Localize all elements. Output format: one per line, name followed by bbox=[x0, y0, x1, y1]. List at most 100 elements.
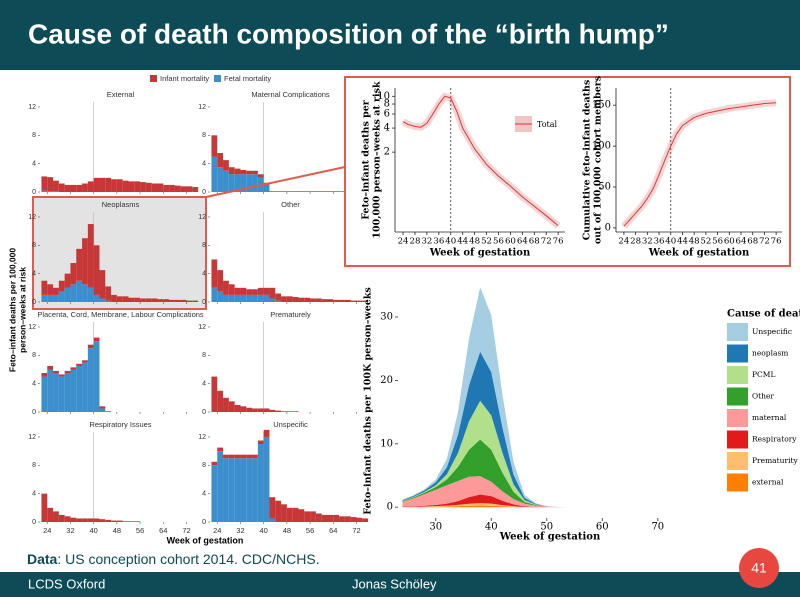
y-tick-label: 4 bbox=[202, 380, 206, 387]
x-tick-label: 30 bbox=[429, 522, 442, 533]
x-tick-label: 28 bbox=[630, 237, 641, 247]
bar-infant bbox=[275, 410, 282, 412]
bar-infant bbox=[327, 514, 334, 522]
page-badge bbox=[739, 548, 779, 588]
x-tick-label: 44 bbox=[677, 237, 688, 247]
bar-infant bbox=[58, 374, 65, 377]
legend-label: Infant mortality bbox=[160, 74, 209, 83]
bar-infant bbox=[70, 263, 77, 285]
bar-fetal bbox=[99, 298, 106, 302]
y-tick-label: 0 bbox=[32, 189, 36, 196]
bar-infant bbox=[169, 299, 175, 302]
x-tick-label: 24 bbox=[398, 237, 409, 247]
bar-infant bbox=[344, 299, 351, 302]
y-tick-label: 12 bbox=[28, 324, 36, 331]
bar-infant bbox=[128, 297, 135, 302]
bar-fetal bbox=[252, 458, 258, 522]
bar-fetal bbox=[257, 444, 264, 522]
bar-infant bbox=[275, 500, 282, 522]
x-axis-label: Week of gestation bbox=[648, 248, 750, 259]
x-tick-label: 40 bbox=[665, 237, 676, 247]
bar-infant bbox=[269, 287, 276, 299]
bar-infant bbox=[111, 179, 117, 192]
bar-fetal bbox=[263, 294, 270, 302]
bar-infant bbox=[217, 153, 224, 168]
bar-fetal bbox=[76, 280, 83, 302]
x-tick-label: 72 bbox=[352, 526, 360, 535]
bar-fetal bbox=[47, 191, 54, 192]
bar-fetal bbox=[263, 436, 270, 522]
y-tick-label: 4 bbox=[384, 123, 390, 134]
bar-infant bbox=[333, 191, 340, 192]
x-tick-label: 36 bbox=[654, 237, 665, 247]
bar-infant bbox=[105, 519, 112, 522]
bar-fetal bbox=[234, 174, 241, 192]
y-tick-label: 4 bbox=[32, 490, 36, 497]
bar-fetal bbox=[240, 174, 247, 192]
bar-fetal bbox=[99, 408, 106, 412]
bar-infant bbox=[151, 183, 158, 192]
bar-infant bbox=[87, 181, 94, 192]
bar-infant bbox=[292, 507, 299, 522]
line bbox=[623, 102, 777, 227]
bar-infant bbox=[356, 300, 363, 302]
bar-fetal bbox=[70, 369, 77, 412]
inset-box bbox=[344, 76, 791, 267]
bar-infant bbox=[116, 296, 123, 302]
x-tick-label: 68 bbox=[529, 237, 540, 247]
bar-infant bbox=[93, 337, 100, 342]
bar-infant bbox=[344, 516, 351, 522]
bar-fetal bbox=[269, 298, 276, 302]
bar-fetal bbox=[82, 362, 88, 412]
bar-infant bbox=[246, 407, 253, 412]
x-tick-label: 56 bbox=[136, 526, 144, 535]
bar-infant bbox=[292, 191, 299, 192]
bar-fetal bbox=[47, 294, 54, 302]
bar-infant bbox=[281, 191, 287, 192]
bar-infant bbox=[269, 191, 276, 192]
y-tick-label: 0 bbox=[32, 519, 36, 526]
bar-infant bbox=[275, 191, 282, 192]
bar-infant bbox=[286, 191, 293, 192]
x-tick-label: 60 bbox=[596, 522, 609, 533]
bar-infant bbox=[310, 191, 316, 192]
bar-infant bbox=[257, 408, 264, 412]
x-tick-label: 24 bbox=[213, 526, 221, 535]
bar-infant bbox=[47, 365, 54, 370]
bar-infant bbox=[286, 296, 293, 302]
bar-infant bbox=[70, 367, 77, 370]
bar-fetal bbox=[234, 458, 241, 522]
bar-infant bbox=[298, 297, 305, 302]
area bbox=[402, 505, 581, 508]
bar-fetal bbox=[53, 373, 59, 412]
x-tick-label: 48 bbox=[113, 526, 121, 535]
panel-title: External bbox=[107, 90, 135, 99]
legend-label: Total bbox=[537, 120, 558, 129]
bar-fetal bbox=[93, 294, 100, 302]
bar-fetal bbox=[70, 284, 77, 302]
panel-title: Prematurely bbox=[270, 310, 311, 319]
bar-infant bbox=[257, 440, 264, 445]
bar-infant bbox=[99, 270, 106, 299]
x-tick-label: 28 bbox=[410, 237, 421, 247]
bar-infant bbox=[186, 300, 193, 302]
y-tick-label: 10 bbox=[377, 91, 390, 102]
y-tick-label: 0 bbox=[605, 222, 611, 233]
bar-infant bbox=[41, 176, 48, 191]
bar-fetal bbox=[93, 341, 100, 412]
y-tick-label: 8 bbox=[202, 462, 206, 469]
y-tick-label: 8 bbox=[32, 352, 36, 359]
bar-fetal bbox=[217, 291, 224, 302]
bar-infant bbox=[128, 181, 135, 192]
bar-infant bbox=[145, 182, 152, 192]
x-tick-label: 40 bbox=[89, 526, 97, 535]
bar-fetal bbox=[41, 376, 48, 412]
bar-infant bbox=[105, 411, 112, 412]
bar-infant bbox=[82, 360, 88, 363]
bar-fetal bbox=[41, 190, 48, 192]
x-tick-label: 48 bbox=[689, 237, 700, 247]
y-tick-label: 12 bbox=[198, 214, 206, 221]
bar-infant bbox=[263, 287, 270, 295]
bar-fetal bbox=[223, 458, 229, 522]
bar-infant bbox=[87, 224, 94, 288]
